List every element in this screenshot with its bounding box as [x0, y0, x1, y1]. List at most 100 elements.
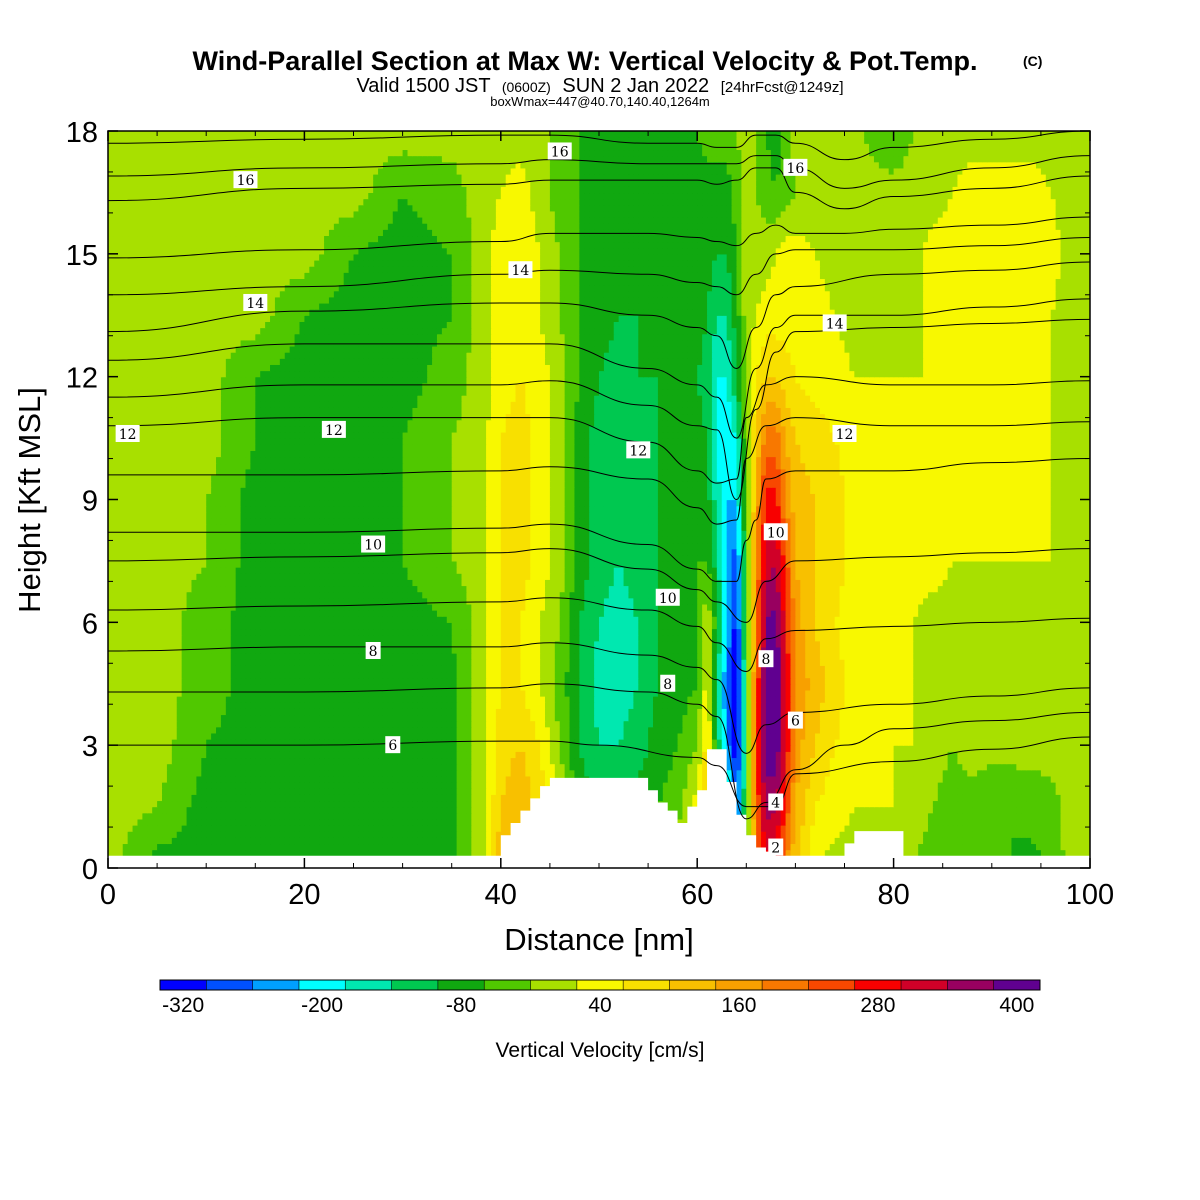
velocity-cell: [962, 794, 968, 802]
velocity-cell: [456, 806, 463, 814]
velocity-cell: [338, 794, 345, 802]
velocity-cell: [854, 788, 860, 795]
velocity-cell: [653, 751, 659, 759]
velocity-cell: [932, 782, 939, 789]
velocity-cell: [1085, 849, 1090, 857]
velocity-cell: [1045, 849, 1052, 857]
velocity-cell: [211, 837, 217, 845]
velocity-cell: [441, 739, 448, 746]
velocity-cell: [338, 800, 345, 808]
velocity-cell: [913, 714, 919, 722]
velocity-cell: [127, 751, 134, 759]
velocity-cell: [800, 794, 806, 802]
velocity-cell: [908, 720, 914, 728]
velocity-cell: [736, 757, 742, 765]
velocity-cell: [333, 769, 340, 777]
velocity-cell: [1045, 732, 1052, 740]
velocity-cell: [220, 763, 227, 771]
velocity-cell: [432, 794, 438, 802]
velocity-cell: [736, 794, 742, 802]
velocity-cell: [667, 757, 674, 765]
velocity-cell: [736, 788, 742, 795]
velocity-cell: [260, 775, 266, 783]
velocity-cell: [1040, 788, 1047, 795]
velocity-cell: [270, 714, 276, 722]
velocity-cell: [947, 788, 954, 795]
velocity-cell: [608, 732, 615, 740]
velocity-cell: [736, 739, 742, 746]
velocity-cell: [1035, 794, 1042, 802]
velocity-cell: [260, 831, 266, 838]
velocity-cell: [250, 843, 256, 851]
velocity-cell: [618, 726, 625, 734]
velocity-cell: [260, 812, 266, 820]
velocity-cell: [643, 726, 649, 734]
velocity-cell: [520, 732, 526, 740]
velocity-cell: [451, 720, 458, 728]
velocity-cell: [422, 732, 428, 740]
velocity-cell: [122, 794, 129, 802]
velocity-cell: [824, 831, 831, 838]
velocity-cell: [761, 775, 767, 783]
velocity-cell: [564, 714, 571, 722]
velocity-cell: [1080, 757, 1086, 765]
velocity-cell: [942, 794, 949, 802]
velocity-cell: [1011, 714, 1017, 722]
velocity-cell: [1055, 757, 1062, 765]
velocity-cell: [176, 831, 183, 838]
velocity-cell: [309, 800, 315, 808]
velocity-cell: [186, 732, 193, 740]
velocity-cell: [476, 739, 482, 746]
velocity-cell: [515, 757, 522, 765]
velocity-cell: [1070, 775, 1076, 783]
velocity-cell: [230, 831, 237, 838]
velocity-cell: [1045, 812, 1052, 820]
velocity-cell: [972, 788, 978, 795]
velocity-cell: [481, 739, 487, 746]
velocity-cell: [707, 714, 713, 722]
velocity-cell: [927, 739, 934, 746]
velocity-cell: [353, 843, 360, 851]
velocity-cell: [422, 788, 428, 795]
velocity-cell: [927, 825, 934, 832]
velocity-cell: [1045, 745, 1052, 752]
velocity-cell: [466, 732, 472, 740]
velocity-cell: [834, 843, 841, 851]
velocity-cell: [1080, 825, 1086, 832]
velocity-cell: [535, 714, 541, 722]
velocity-cell: [225, 812, 232, 820]
velocity-cell: [908, 806, 914, 814]
velocity-cell: [495, 837, 502, 845]
velocity-cell: [996, 794, 1003, 802]
velocity-cell: [800, 720, 806, 728]
velocity-cell: [368, 806, 374, 814]
velocity-cell: [908, 843, 914, 851]
velocity-cell: [574, 751, 580, 759]
velocity-cell: [304, 825, 310, 832]
velocity-cell: [324, 837, 330, 845]
velocity-cell: [382, 751, 389, 759]
velocity-cell: [947, 794, 954, 802]
velocity-cell: [171, 763, 178, 771]
velocity-cell: [471, 751, 477, 759]
velocity-cell: [456, 825, 463, 832]
velocity-cell: [338, 745, 345, 752]
velocity-cell: [849, 788, 855, 795]
velocity-cell: [849, 745, 855, 752]
velocity-cell: [775, 751, 782, 759]
velocity-cell: [279, 782, 286, 789]
velocity-cell: [181, 745, 188, 752]
velocity-cell: [893, 745, 900, 752]
velocity-cell: [942, 818, 949, 826]
velocity-cell: [510, 782, 517, 789]
velocity-cell: [152, 726, 158, 734]
velocity-cell: [294, 825, 301, 832]
velocity-cell: [628, 769, 634, 777]
velocity-cell: [903, 843, 909, 851]
velocity-cell: [461, 843, 468, 851]
velocity-cell: [117, 751, 124, 759]
velocity-cell: [937, 763, 944, 771]
velocity-cell: [972, 806, 978, 814]
velocity-cell: [1050, 837, 1057, 845]
velocity-cell: [166, 714, 173, 722]
